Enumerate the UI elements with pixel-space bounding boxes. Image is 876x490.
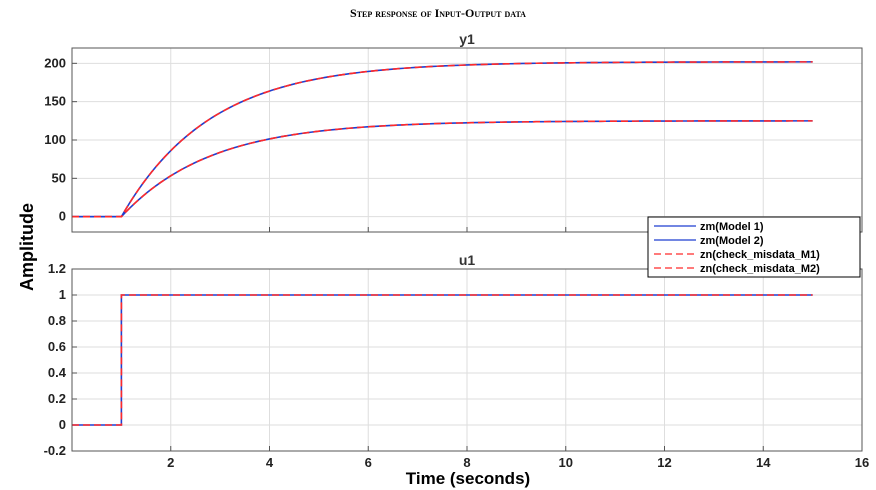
y-tick-label: 1.2 <box>48 261 66 276</box>
series-line <box>72 294 813 426</box>
subplot-y1: 0 50 100 150 200 y1 <box>44 31 863 233</box>
legend-entry: zm(Model 1) <box>654 221 764 233</box>
y-tick-label: 100 <box>44 132 66 147</box>
subplot-title: u1 <box>459 252 476 268</box>
x-tick-label: 10 <box>559 455 573 470</box>
x-tick-label: 8 <box>463 455 470 470</box>
y-tick-label: -0.2 <box>44 443 66 458</box>
y-tick-label: 0.6 <box>48 339 66 354</box>
legend-entry: zm(Model 2) <box>654 235 764 247</box>
x-tick-label: 6 <box>365 455 372 470</box>
figure-title: Step response of Input-Output data <box>350 6 526 20</box>
x-tick-label: 16 <box>855 455 869 470</box>
legend-label: zn(check_misdata_M2) <box>700 263 820 275</box>
x-tick-label: 4 <box>266 455 274 470</box>
y-tick-label: 0 <box>59 209 66 224</box>
x-tick-label: 2 <box>167 455 174 470</box>
x-axis-label: Time (seconds) <box>406 469 530 488</box>
y-tick-label: 200 <box>44 55 66 70</box>
y-tick-label: 0.2 <box>48 391 66 406</box>
y-tick-label: 1 <box>59 287 66 302</box>
legend: zm(Model 1) zm(Model 2) zn(check_misdata… <box>647 216 861 278</box>
x-tick-label: 14 <box>756 455 771 470</box>
y-tick-label: 0.4 <box>48 365 67 380</box>
y-axis-label: Amplitude <box>17 203 37 291</box>
plot-frame <box>71 47 863 233</box>
plot-frame <box>71 268 863 452</box>
y-tick-label: 0.8 <box>48 313 66 328</box>
legend-label: zm(Model 1) <box>700 221 764 233</box>
y-tick-label: 50 <box>52 170 66 185</box>
series-line <box>72 120 813 218</box>
legend-label: zm(Model 2) <box>700 235 764 247</box>
legend-entry: zn(check_misdata_M1) <box>654 249 820 261</box>
legend-label: zn(check_misdata_M1) <box>700 249 820 261</box>
legend-entry: zn(check_misdata_M2) <box>654 263 820 275</box>
x-tick-label: 12 <box>657 455 671 470</box>
legend-box <box>647 216 861 278</box>
y-tick-label: 0 <box>59 417 66 432</box>
series-line <box>72 61 813 218</box>
subplot-u1: -0.2 0 0.2 0.4 0.6 0.8 1 1.2 2 4 6 8 10 12 14 16 u1 <box>44 252 870 470</box>
subplot-title: y1 <box>459 31 475 47</box>
y-tick-label: 150 <box>44 94 66 109</box>
